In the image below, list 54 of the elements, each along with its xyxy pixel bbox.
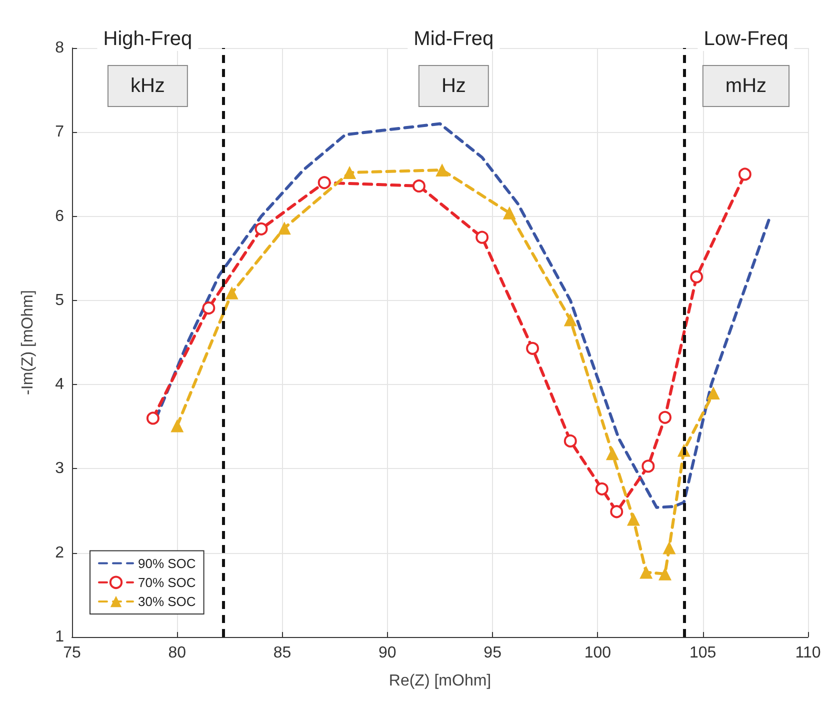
x-tick-label: 100 bbox=[584, 644, 612, 662]
point bbox=[706, 386, 720, 400]
point bbox=[690, 270, 704, 284]
point bbox=[343, 166, 356, 180]
point bbox=[278, 222, 291, 235]
x-axis-title: Re(Z) [mOhm] bbox=[388, 672, 492, 690]
point bbox=[610, 505, 624, 518]
y-tick-label: 4 bbox=[55, 376, 64, 394]
annotation: mHz bbox=[725, 75, 767, 97]
y-axis-title: -Im(Z) [mOhm] bbox=[20, 290, 36, 395]
point bbox=[436, 164, 449, 177]
y-tick-label: 5 bbox=[55, 292, 64, 309]
annotation: kHz bbox=[130, 75, 165, 97]
point bbox=[642, 460, 655, 473]
point bbox=[640, 566, 653, 579]
point bbox=[606, 447, 619, 460]
point bbox=[318, 176, 331, 190]
point bbox=[254, 222, 268, 236]
annotation: Hz bbox=[441, 75, 466, 97]
x-tick-label: 90 bbox=[378, 644, 396, 662]
point bbox=[658, 410, 672, 424]
x-tick-label: 80 bbox=[168, 644, 186, 662]
point bbox=[202, 302, 216, 314]
point bbox=[564, 313, 577, 326]
legend-label: 90% SOC bbox=[138, 556, 196, 571]
x-tick-label: 85 bbox=[273, 644, 292, 662]
x-tick-label: 105 bbox=[690, 644, 716, 662]
point bbox=[225, 286, 238, 300]
x-tick-label: 95 bbox=[484, 644, 502, 662]
point bbox=[662, 541, 676, 554]
point bbox=[502, 206, 516, 220]
legend-label: 30% SOC bbox=[138, 594, 196, 609]
point bbox=[146, 412, 160, 425]
legend-label: 70% SOC bbox=[138, 574, 196, 590]
point bbox=[476, 230, 489, 244]
annotation: Mid-Freq bbox=[414, 28, 494, 50]
point bbox=[564, 434, 577, 448]
y-tick-label: 3 bbox=[55, 460, 64, 478]
point bbox=[412, 179, 426, 192]
x-tick-label: 75 bbox=[63, 644, 81, 662]
y-tick-label: 1 bbox=[55, 628, 64, 646]
point bbox=[526, 342, 540, 355]
annotation: High-Freq bbox=[103, 28, 192, 50]
y-tick-label: 7 bbox=[55, 124, 64, 141]
annotation: Low-Freq bbox=[704, 28, 788, 50]
point bbox=[170, 419, 184, 432]
point bbox=[738, 168, 752, 181]
point bbox=[626, 512, 640, 526]
y-tick-label: 2 bbox=[55, 544, 64, 562]
y-tick-label: 6 bbox=[55, 208, 64, 225]
x-tick-label: 110 bbox=[795, 644, 821, 662]
point bbox=[658, 567, 672, 580]
y-tick-label: 8 bbox=[55, 40, 64, 56]
point bbox=[595, 482, 608, 496]
